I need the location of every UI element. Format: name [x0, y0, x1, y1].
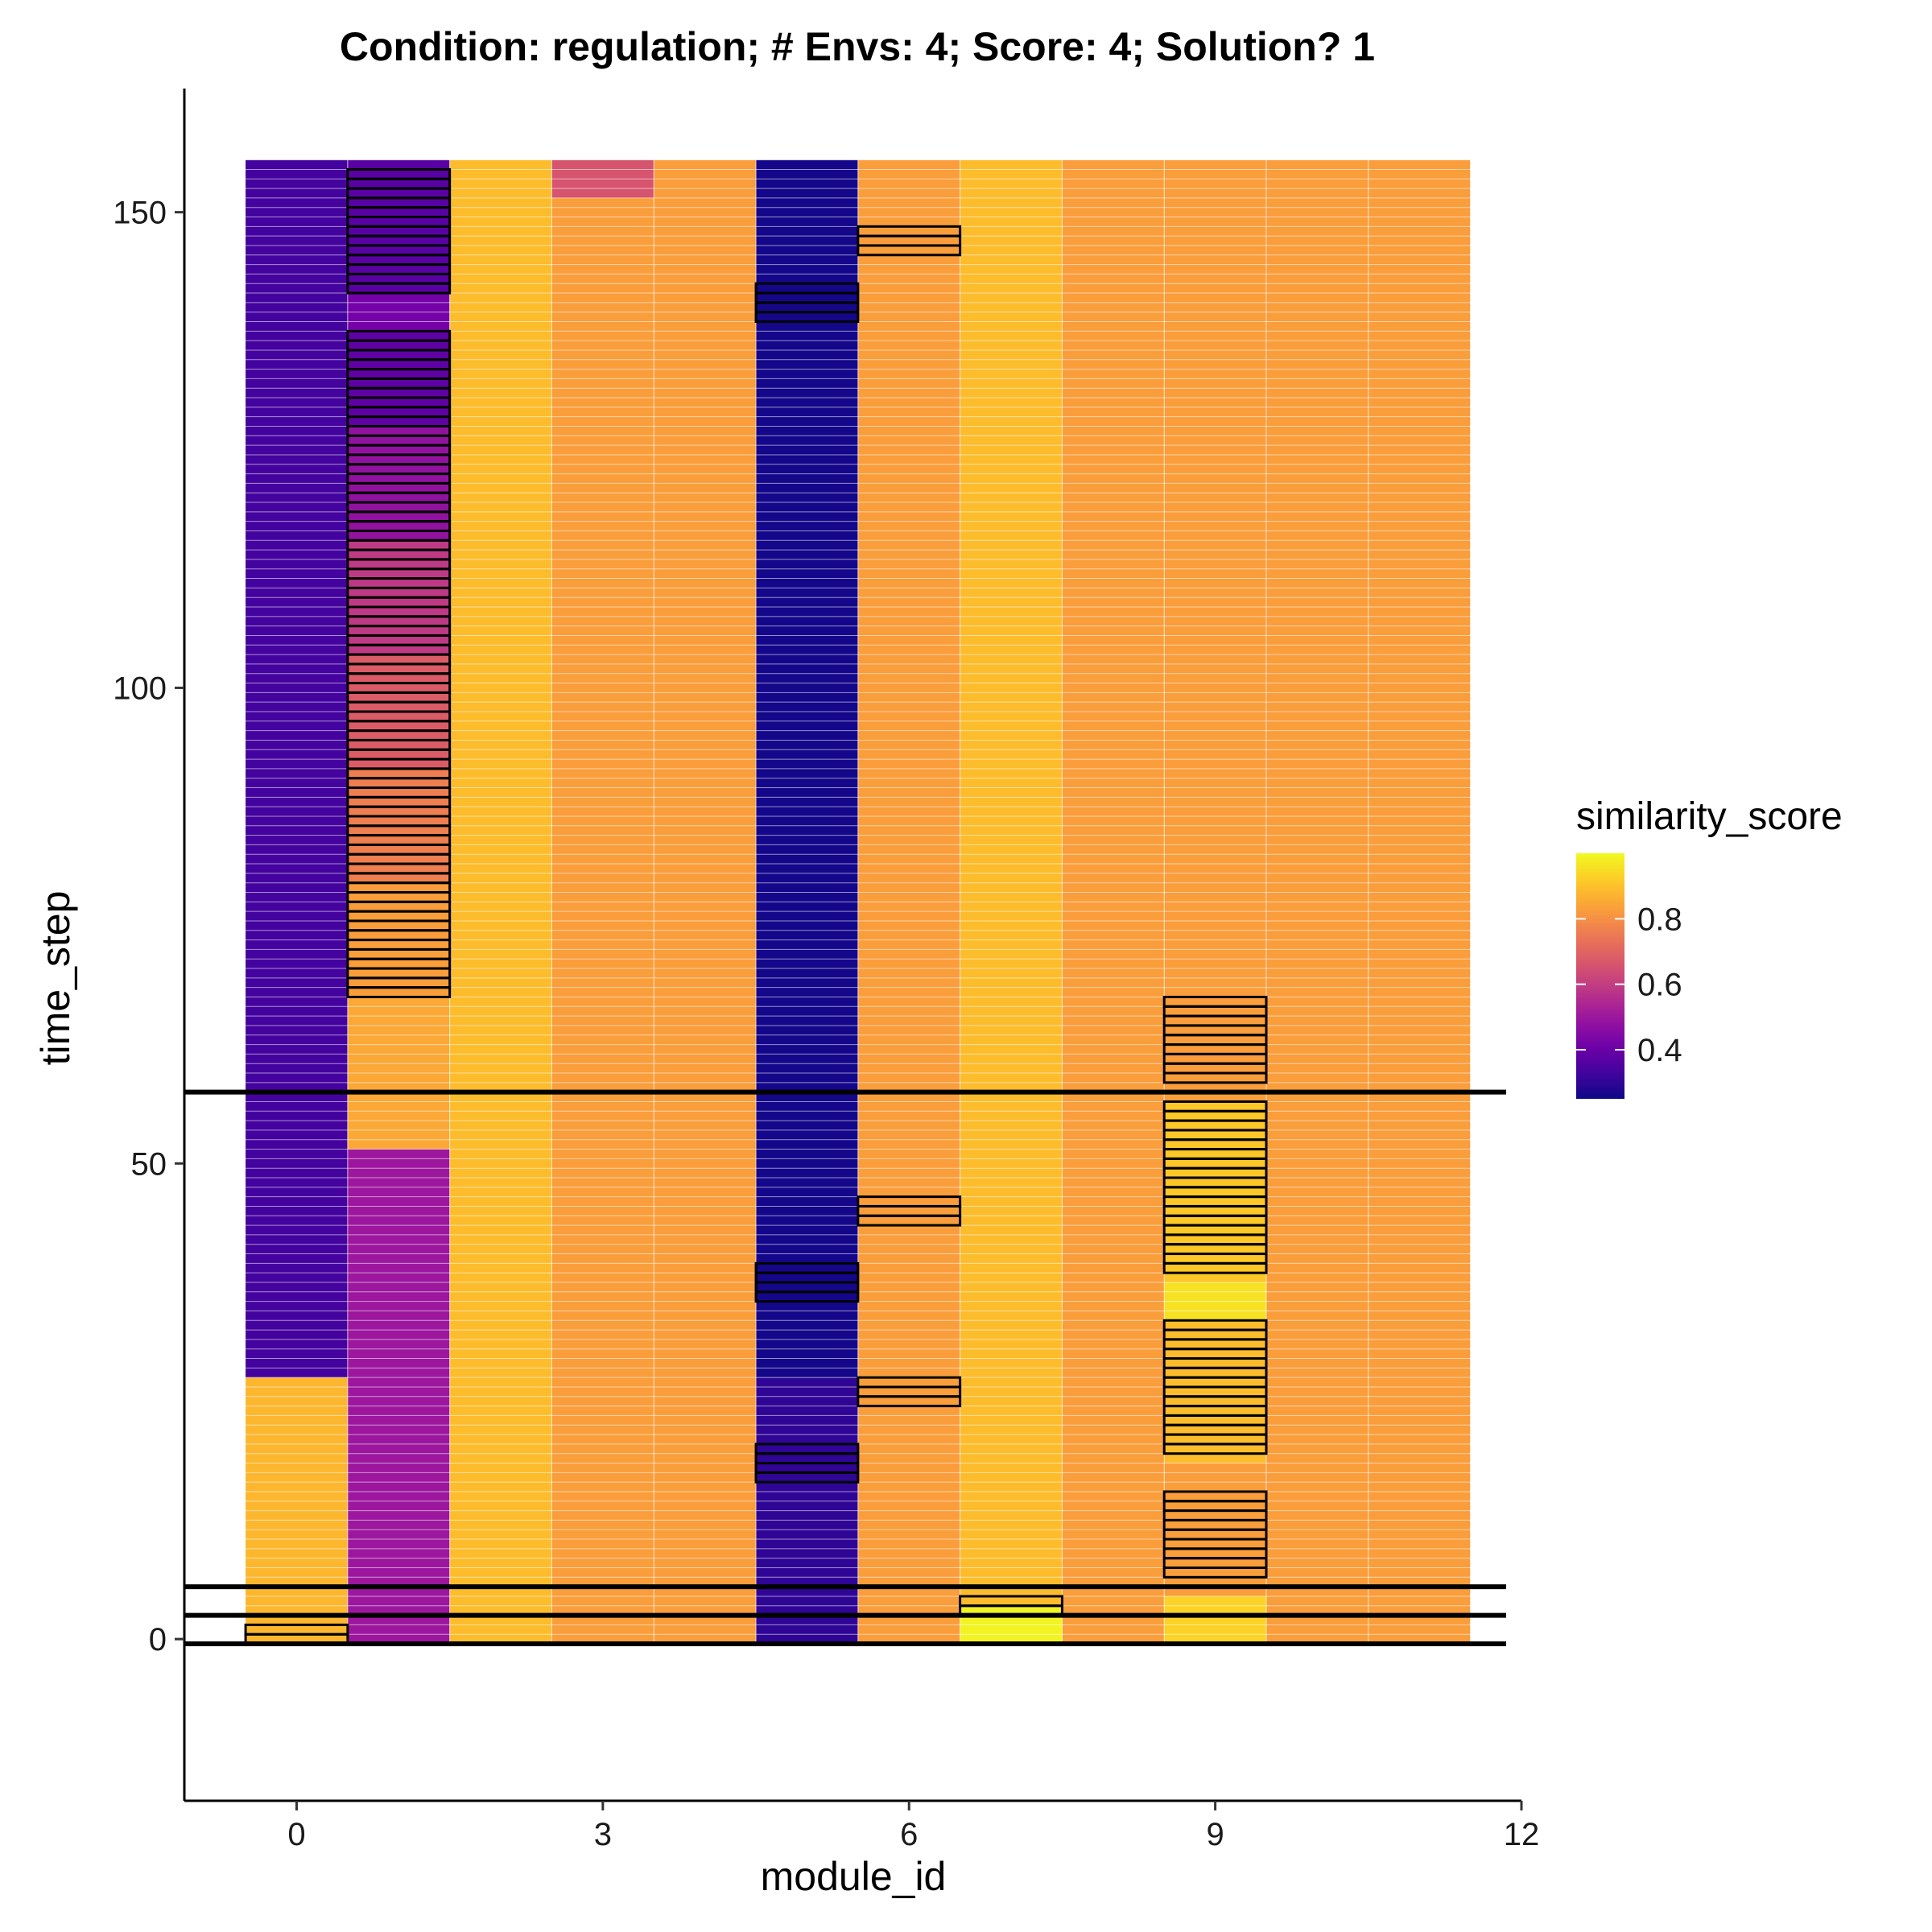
highlight-tile	[754, 1443, 860, 1455]
highlight-box	[857, 1195, 962, 1227]
y-tick-label: 100	[113, 671, 167, 706]
y-tick-label: 0	[149, 1622, 167, 1657]
x-tick-label: 6	[900, 1817, 918, 1852]
highlight-box	[346, 329, 452, 999]
x-tick-label: 3	[594, 1817, 612, 1852]
y-axis-title: time_step	[33, 891, 78, 1066]
highlight-box	[1162, 1100, 1268, 1274]
x-tick-label: 12	[1504, 1817, 1540, 1852]
highlight-box	[1162, 995, 1268, 1084]
highlight-tile	[346, 167, 452, 180]
highlight-tile	[857, 1195, 962, 1208]
colorbar-label: 0.4	[1637, 1033, 1682, 1068]
heatmap-cell	[1164, 1101, 1267, 1282]
x-axis-title: module_id	[761, 1854, 947, 1899]
heatmap-cell	[1164, 1320, 1267, 1463]
highlight-tile	[857, 225, 962, 237]
x-tick-label: 9	[1206, 1817, 1224, 1852]
x-tick-label: 0	[287, 1817, 305, 1852]
highlight-tile	[754, 1261, 860, 1274]
highlight-tile	[1162, 1100, 1268, 1113]
heatmap-cell	[1164, 1596, 1267, 1645]
legend-title: similarity_score	[1576, 795, 1843, 838]
colorbar-label: 0.6	[1637, 968, 1682, 1003]
highlight-box	[754, 1261, 860, 1303]
highlight-tile	[754, 282, 860, 295]
legend: similarity_score 0.4 0.6 0.8	[1576, 795, 1843, 1099]
highlight-box	[346, 167, 452, 295]
highlight-boxes	[244, 167, 1268, 1645]
highlight-tile	[346, 329, 452, 342]
highlight-box	[1162, 1490, 1268, 1579]
heatmap-cell	[1164, 159, 1267, 1102]
highlight-tile	[1162, 995, 1268, 1008]
highlight-tile	[857, 1376, 962, 1389]
highlight-tile	[1162, 1490, 1268, 1503]
highlight-box	[857, 225, 962, 257]
highlight-box	[857, 1376, 962, 1408]
highlight-box	[754, 282, 860, 324]
highlight-box	[1162, 1319, 1268, 1455]
chart-title: Condition: regulation; # Envs: 4; Score:…	[340, 24, 1375, 69]
y-tick-label: 150	[113, 196, 167, 231]
highlight-tile	[244, 1623, 349, 1636]
highlight-tile	[1162, 1319, 1268, 1331]
environment-change-lines	[184, 1089, 1506, 1647]
y-tick-label: 50	[131, 1146, 167, 1182]
highlight-tile	[959, 1595, 1063, 1608]
axes: 0 3 6 9 12 0 50 100 150	[113, 89, 1539, 1852]
highlight-box	[754, 1443, 860, 1484]
colorbar-label: 0.8	[1637, 902, 1682, 937]
colorbar	[1576, 853, 1624, 1099]
